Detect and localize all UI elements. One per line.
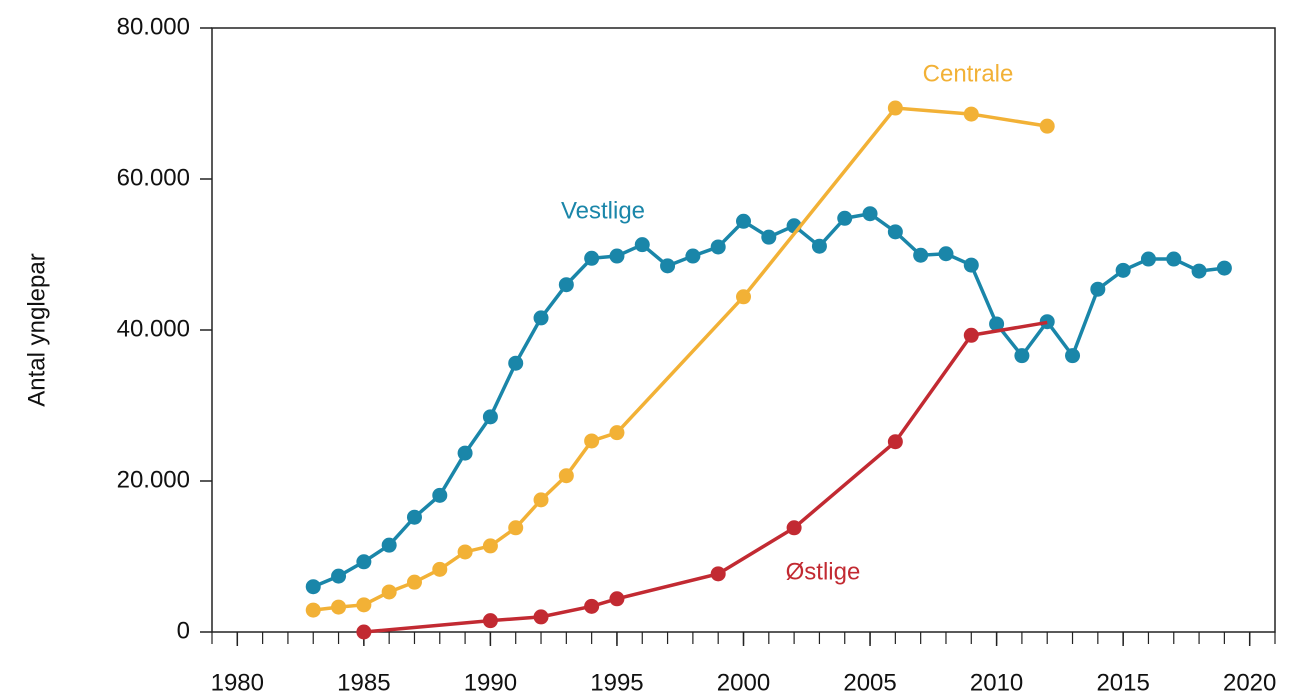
data-point [1065, 348, 1081, 364]
data-point [558, 277, 574, 293]
data-point [710, 239, 726, 255]
y-tick-label: 60.000 [117, 164, 190, 191]
data-point [432, 561, 448, 577]
data-point [305, 579, 321, 595]
data-point [381, 537, 397, 553]
data-point [356, 624, 372, 640]
data-point [533, 492, 549, 508]
y-tick-label: 0 [177, 617, 190, 644]
data-point [660, 258, 676, 274]
data-point [533, 609, 549, 625]
data-point [1090, 281, 1106, 297]
data-point [457, 445, 473, 461]
data-point [584, 433, 600, 449]
data-point [761, 229, 777, 245]
data-point [938, 246, 954, 262]
x-tick-label: 1985 [337, 669, 390, 696]
series-line [313, 106, 1048, 612]
data-point [1191, 263, 1207, 279]
x-tick-label: 2020 [1223, 669, 1276, 696]
data-point [1166, 251, 1182, 267]
data-point [913, 247, 929, 263]
x-tick-label: 1980 [211, 669, 264, 696]
data-point [710, 566, 726, 582]
data-point [331, 599, 347, 615]
data-point [963, 327, 979, 343]
series-label: Vestlige [561, 197, 645, 224]
data-point [482, 613, 498, 629]
series-label: Østlige [786, 558, 861, 585]
data-point [558, 468, 574, 484]
data-point [482, 409, 498, 425]
data-point [989, 316, 1005, 332]
data-point [609, 425, 625, 441]
x-tick-label: 2005 [843, 669, 896, 696]
data-point [786, 520, 802, 536]
data-point [1039, 118, 1055, 134]
data-point [508, 520, 524, 536]
data-point [1115, 262, 1131, 278]
data-point [1039, 314, 1055, 330]
data-point [862, 206, 878, 222]
data-point [963, 106, 979, 122]
data-point [887, 100, 903, 116]
data-point [305, 602, 321, 618]
data-point [482, 538, 498, 554]
series-label: Centrale [923, 60, 1014, 87]
data-point [406, 574, 422, 590]
data-point [963, 257, 979, 273]
x-tick-label: 2000 [717, 669, 770, 696]
data-point [356, 597, 372, 613]
data-point [1216, 260, 1232, 276]
data-point [609, 248, 625, 264]
data-point [457, 544, 473, 560]
data-point [508, 355, 524, 371]
plot-frame [211, 27, 1276, 633]
data-point [685, 248, 701, 264]
x-tick-label: 2010 [970, 669, 1023, 696]
data-point [381, 584, 397, 600]
data-point [584, 598, 600, 614]
data-point [331, 568, 347, 584]
series-line [312, 211, 1225, 589]
data-point [634, 237, 650, 253]
x-tick-label: 1995 [590, 669, 643, 696]
data-point [887, 434, 903, 450]
data-point [406, 509, 422, 525]
data-point [736, 213, 751, 229]
series-line [363, 320, 1048, 634]
data-point [356, 554, 372, 570]
data-point [584, 250, 600, 266]
data-point [837, 210, 853, 226]
data-point [533, 310, 549, 326]
data-point [811, 238, 827, 254]
data-point [609, 591, 625, 607]
x-tick-label: 1990 [464, 669, 517, 696]
y-tick-label: 20.000 [117, 466, 190, 493]
y-tick-label: 40.000 [117, 315, 190, 342]
y-tick-label: 80.000 [117, 13, 190, 40]
y-axis-label: Antal ynglepar [23, 253, 50, 406]
data-point [432, 487, 448, 503]
data-point [1014, 348, 1030, 364]
x-tick-label: 2015 [1096, 669, 1149, 696]
data-point [887, 224, 903, 240]
data-point [1140, 251, 1156, 267]
data-point [736, 289, 751, 305]
